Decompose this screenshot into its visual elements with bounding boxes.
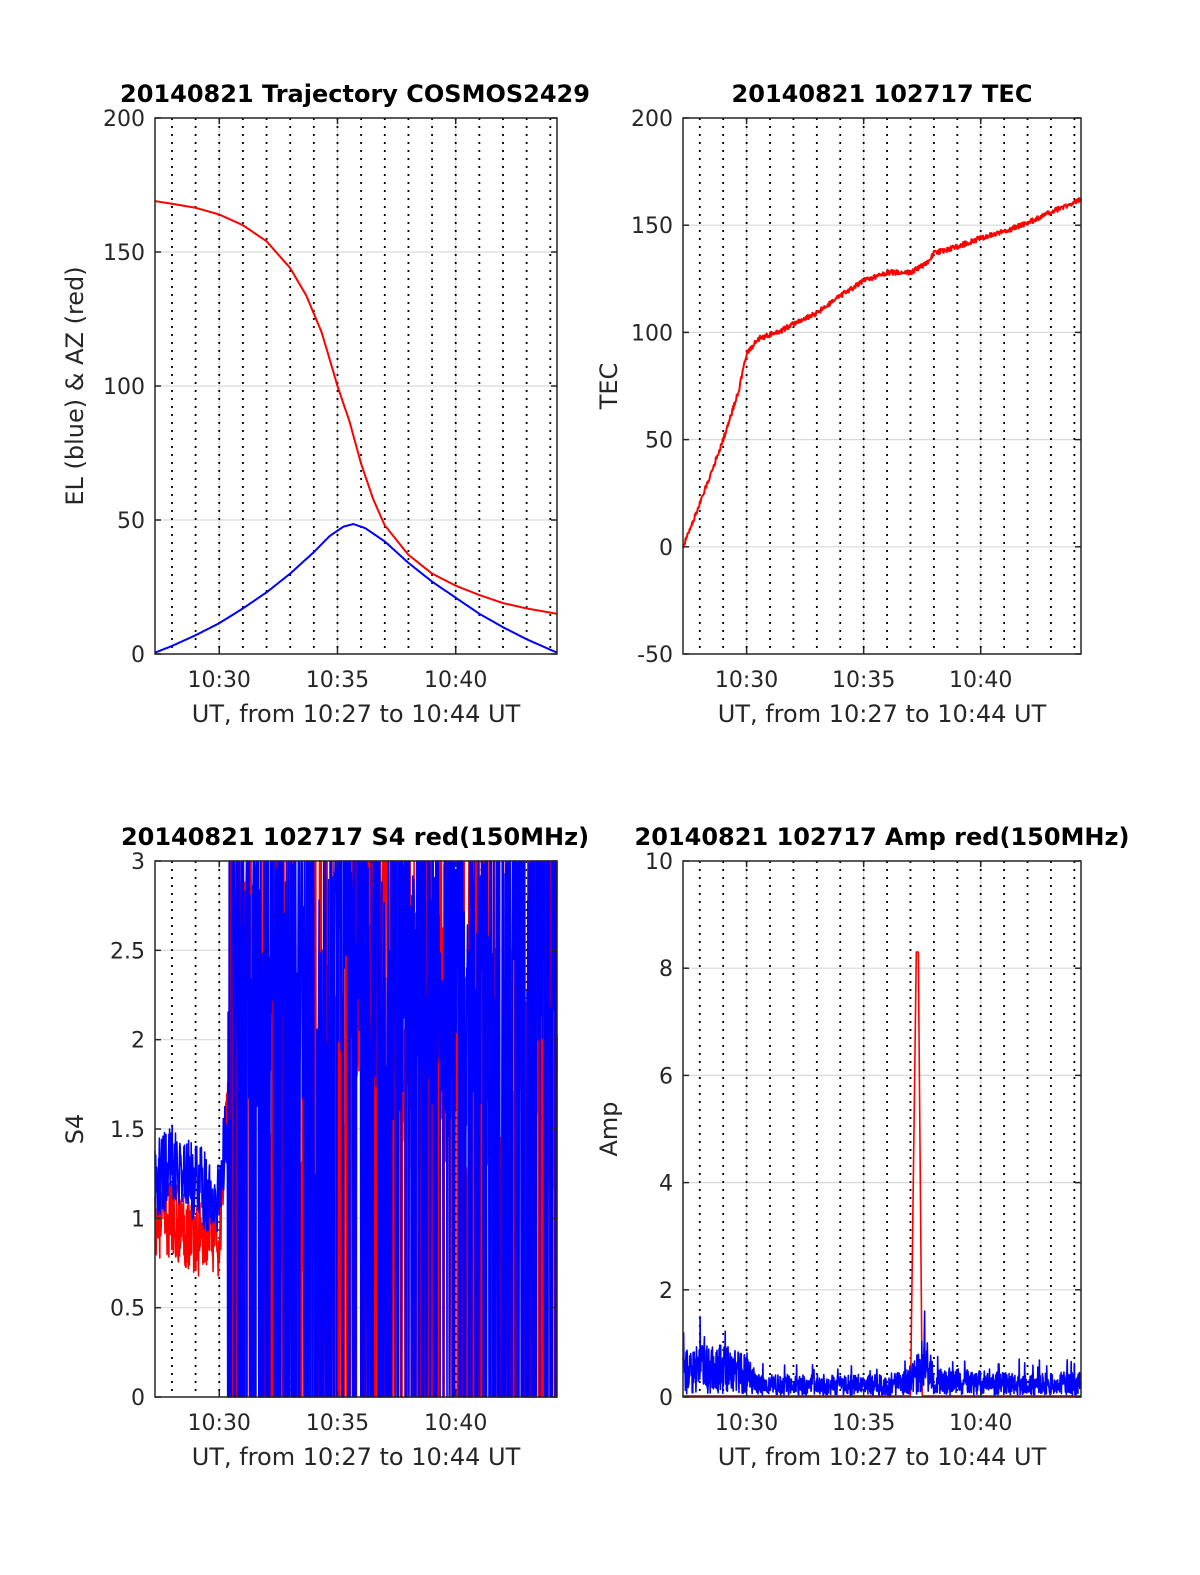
y-tick-label: 150	[631, 214, 673, 239]
y-tick-label: 2.5	[110, 939, 145, 964]
chart-s4: 0 0.5 1 1.5 2 2.5 3 10:30 10:35 10:40 20140821 102…	[61, 823, 589, 1471]
series-line-red	[154, 200, 558, 615]
y-tick-label: 100	[631, 321, 673, 346]
chart-title: 20140821 102717 Amp red(150MHz)	[635, 823, 1130, 851]
x-axis-label: UT, from 10:27 to 10:44 UT	[192, 700, 521, 728]
y-tick-label: 3	[131, 850, 145, 875]
x-tick-label: 10:35	[306, 1411, 369, 1436]
x-tick-label: 10:30	[188, 668, 251, 693]
series-line-red	[682, 197, 1082, 549]
y-tick-label: 1.5	[110, 1118, 145, 1143]
y-axis-label: Amp	[595, 1101, 623, 1156]
y-tick-label: 50	[117, 509, 145, 534]
y-axis-label: TEC	[595, 363, 623, 411]
y-tick-label: 1	[131, 1207, 145, 1232]
x-tick-label: 10:30	[188, 1411, 251, 1436]
x-tick-label: 10:40	[424, 668, 487, 693]
axes-box	[682, 117, 1082, 655]
y-tick-label: 150	[103, 241, 145, 266]
chart-title: 20140821 102717 TEC	[732, 80, 1033, 108]
chart-tec: -50 0 50 100 150 200 10:30 10:35 10:40 20140821 1…	[595, 80, 1082, 728]
x-tick-label: 10:35	[306, 668, 369, 693]
y-tick-label: 2	[131, 1029, 145, 1054]
y-tick-label: 50	[645, 429, 673, 454]
y-tick-label: 4	[659, 1172, 673, 1197]
series-line-blue	[154, 523, 558, 654]
y-tick-label: -50	[637, 643, 673, 668]
y-tick-label: 0	[131, 643, 145, 668]
x-tick-label: 10:40	[949, 1411, 1012, 1436]
chart-title: 20140821 Trajectory COSMOS2429	[120, 80, 590, 108]
x-tick-label: 10:35	[832, 1411, 895, 1436]
axes-box	[682, 860, 1082, 1398]
series-line-blue	[682, 1310, 1082, 1397]
x-axis-label: UT, from 10:27 to 10:44 UT	[718, 700, 1047, 728]
y-tick-label: 200	[103, 107, 145, 132]
x-axis-label: UT, from 10:27 to 10:44 UT	[192, 1443, 521, 1471]
x-tick-label: 10:30	[715, 668, 778, 693]
y-tick-label: 6	[659, 1064, 673, 1089]
y-tick-label: 0	[659, 1386, 673, 1411]
y-tick-label: 200	[631, 107, 673, 132]
y-axis-label: S4	[61, 1114, 89, 1145]
x-axis-label: UT, from 10:27 to 10:44 UT	[718, 1443, 1047, 1471]
x-tick-label: 10:35	[832, 668, 895, 693]
y-tick-label: 8	[659, 957, 673, 982]
chart-amp: 0 2 4 6 8 10 10:30 10:35 10:40 20140821 102717 Am…	[595, 823, 1129, 1471]
y-tick-label: 0.5	[110, 1297, 145, 1322]
x-tick-label: 10:30	[715, 1411, 778, 1436]
y-axis-label: EL (blue) & AZ (red)	[61, 266, 89, 505]
chart-title: 20140821 102717 S4 red(150MHz)	[121, 823, 589, 851]
x-tick-label: 10:40	[424, 1411, 487, 1436]
y-tick-label: 0	[659, 536, 673, 561]
x-tick-label: 10:40	[949, 668, 1012, 693]
chart-trajectory: 0 50 100 150 200 10:30 10:35 10:40 20140821 Traj…	[61, 80, 590, 728]
y-tick-label: 2	[659, 1279, 673, 1304]
y-tick-label: 10	[645, 850, 673, 875]
y-tick-label: 100	[103, 375, 145, 400]
y-tick-label: 0	[131, 1386, 145, 1411]
